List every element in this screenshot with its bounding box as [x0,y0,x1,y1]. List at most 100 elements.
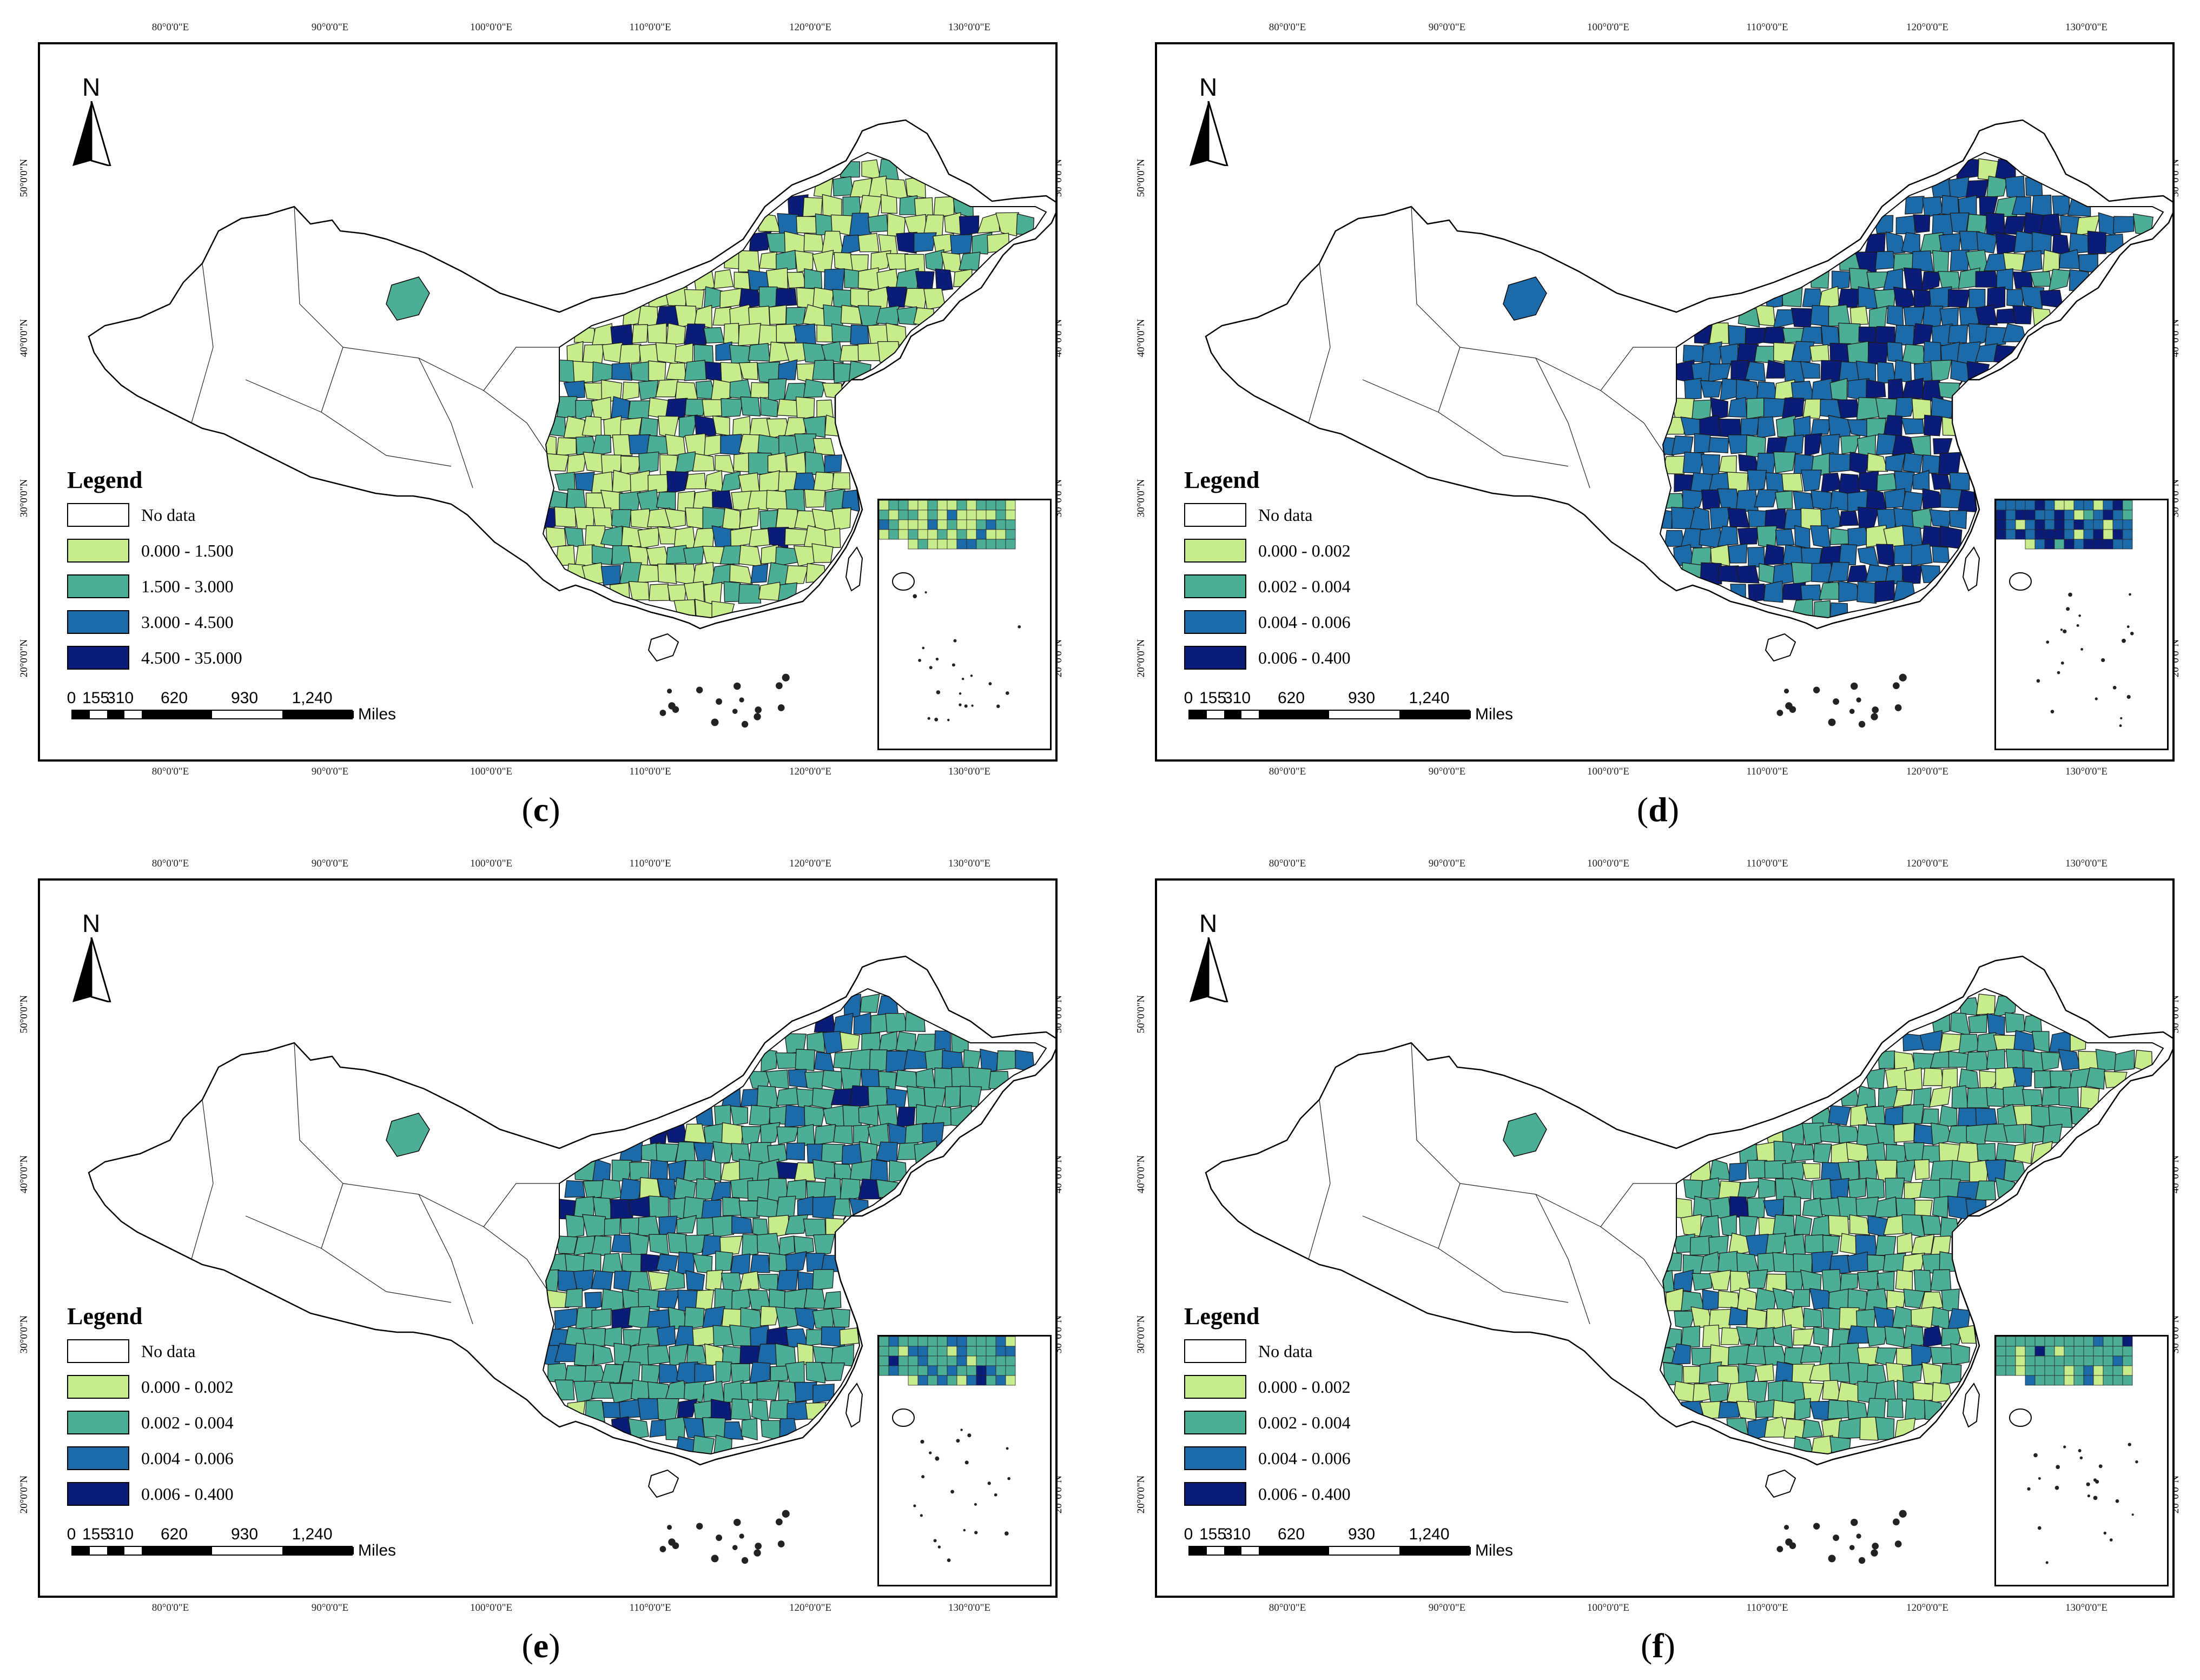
prefecture-class3 [1912,250,1934,272]
prefecture-class2 [804,1071,826,1090]
legend-item-class-3: 0.004 - 0.006 [67,1446,234,1470]
prefecture-class2 [885,1013,909,1033]
inset-cell [2083,539,2094,550]
prefecture-class3 [1902,525,1923,547]
prefecture-class1 [622,381,640,401]
island-marker [696,686,703,693]
prefecture-class1 [665,434,686,456]
scale-tick-label: 620 [160,1525,188,1543]
inset-cell [2073,500,2084,511]
legend-swatch [67,1375,129,1399]
inset-cell [956,1346,967,1357]
prefecture-class3 [1929,509,1953,528]
taiwan-outline [845,546,863,592]
inset-cell [917,1337,928,1347]
prefecture-class3 [1684,378,1702,401]
prefecture-cell [1503,1113,1547,1157]
prefecture-class4 [712,490,733,510]
inset-cell [966,529,977,540]
prefecture-class2 [1692,1273,1712,1291]
inset-cell [888,529,899,540]
prefecture-class3 [1847,1325,1869,1344]
legend-swatch [67,1411,129,1434]
prefecture-class2 [1994,196,2017,218]
region-outline [1659,988,2164,1455]
province-boundary [1643,422,1666,456]
inset-island [2078,1448,2082,1452]
prefecture-class2 [2095,1049,2118,1072]
prefecture-class1 [566,453,587,475]
prefecture-class4 [704,361,724,382]
prefecture-class4 [959,215,980,236]
longitude-tick-label: 90°0'0"E [1428,766,1466,777]
island-marker [1784,1525,1789,1530]
prefecture-class2 [2069,1068,2091,1089]
prefecture-class4 [1921,525,1943,547]
inset-cell [2034,1375,2045,1386]
prefecture-class1 [648,360,666,382]
prefecture-class1 [787,272,807,289]
prefecture-class2 [1737,1181,1760,1200]
prefecture-class3 [1800,326,1822,344]
prefecture-class2 [2042,1123,2063,1144]
prefecture-class3 [1811,490,1832,511]
inset-cell [2005,1337,2016,1347]
prefecture-class2 [1747,1160,1767,1179]
scale-unit-label: Miles [358,705,397,723]
prefecture-class1 [776,323,797,343]
prefecture-class2 [627,1271,651,1291]
prefecture-class2 [1938,270,1961,289]
inset-cell [966,1346,977,1357]
island-marker [1849,1545,1855,1550]
inset-island [988,682,992,686]
inset-cell [2064,1346,2075,1357]
prefecture-cell [1503,276,1547,321]
prefecture-class2 [740,396,761,416]
legend-item-no-data: No data [1184,503,1312,527]
inset-cell [2093,1355,2104,1366]
inset-cell [966,539,977,550]
prefecture-class2 [619,491,641,512]
longitude-tick-label: 90°0'0"E [311,1602,349,1613]
prefecture-class2 [1791,1144,1815,1162]
prefecture-class4 [1995,232,2017,255]
prefecture-class1 [1810,1435,1833,1454]
inset-cell [2122,1355,2133,1366]
island-marker [1851,1518,1858,1526]
prefecture-class2 [1884,1326,1906,1348]
prefecture-class2 [627,1306,651,1330]
legend-item-class-2: 1.500 - 3.000 [67,574,234,598]
prefecture-class4 [611,1307,633,1331]
prefecture-class3 [611,396,630,419]
prefecture-class2 [721,398,744,418]
inset-cell [1996,519,2006,530]
island-marker [716,698,722,705]
prefecture-class2 [1754,1287,1777,1311]
province-boundary [1438,347,1461,413]
inset-cell [2073,1355,2084,1366]
prefecture-class3 [1893,507,1914,527]
inset-cell [956,1355,967,1366]
longitude-tick-label: 110°0'0"E [629,766,671,777]
inset-cell [976,1355,987,1366]
prefecture-class2 [1875,1235,1897,1256]
prefecture-class2 [1930,360,1952,383]
inset-cell [995,1346,1006,1357]
inset-cell [2122,500,2133,511]
prefecture-class2 [683,1160,704,1182]
province-boundary [1535,1194,1590,1325]
scale-bar [71,1546,354,1556]
prefecture-class2 [1749,1269,1768,1289]
prefecture-class2 [1856,397,1879,421]
prefecture-class2 [906,1086,926,1108]
longitude-tick-label: 90°0'0"E [311,766,349,777]
inset-island [959,692,962,695]
prefecture-class2 [896,306,917,326]
prefecture-class2 [895,1031,916,1053]
prefecture-class3 [1886,341,1904,363]
prefecture-class1 [831,507,851,531]
inset-cell [995,529,1006,540]
inset-cell [2073,1346,2084,1357]
inset-island [2098,1464,2103,1469]
prefecture-class1 [646,507,670,527]
